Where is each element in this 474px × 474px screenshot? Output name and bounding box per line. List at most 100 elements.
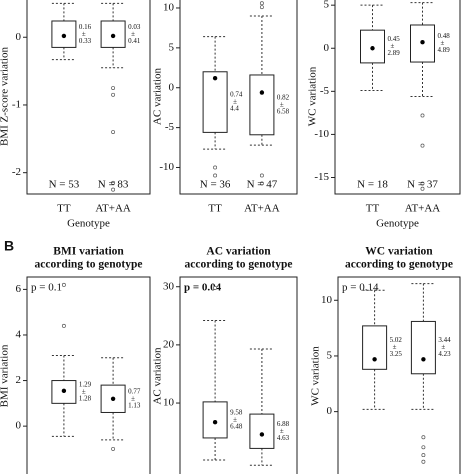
y-tick-label: -10 (159, 161, 174, 173)
y-tick-label: 0 (16, 420, 22, 432)
separator: ± (233, 416, 237, 424)
box (249, 413, 275, 449)
box (202, 71, 228, 133)
outlier (421, 445, 426, 450)
mean-dot (61, 33, 67, 39)
y-tick-label: 5 (169, 41, 175, 53)
plot-frame (26, 276, 151, 474)
y-tick-label: 4 (16, 329, 22, 341)
y-tick-label: -5 (320, 85, 330, 97)
outlier (111, 92, 116, 97)
y-tick-label: 0 (169, 81, 175, 93)
y-tick-label: 5 (324, 0, 330, 11)
separator: ± (441, 39, 445, 47)
mean-dot (259, 432, 265, 437)
n-label: N = 83 (98, 179, 129, 191)
outlier (420, 186, 425, 191)
y-tick-label: 2 (16, 374, 22, 386)
y-tick-label: 10 (163, 2, 175, 14)
outlier (213, 165, 218, 170)
outlier (111, 187, 116, 192)
outlier (111, 130, 116, 135)
mean-label: 0.03 (128, 23, 141, 31)
sd-label: 1.28 (79, 395, 92, 403)
outlier (421, 459, 426, 464)
mean-dot (212, 75, 218, 81)
mean-dot (420, 40, 425, 45)
outlier (421, 435, 426, 440)
sd-label: 4.23 (438, 350, 451, 358)
mean-label: 9.58 (230, 409, 243, 417)
plot-frame (337, 276, 461, 474)
y-tick-label: 30 (163, 280, 175, 292)
box (202, 401, 228, 439)
chart-title: according to genotype (185, 259, 293, 271)
outlier (111, 86, 116, 90)
mean-dot (421, 357, 426, 362)
sd-label: 1.13 (128, 401, 141, 409)
outlier (420, 143, 425, 148)
separator: ± (280, 427, 284, 435)
y-axis-label: AC variation (152, 347, 164, 405)
separator: ± (82, 30, 86, 38)
mean-dot (372, 357, 377, 362)
y-tick-label: -15 (314, 171, 329, 183)
n-label: N = 36 (200, 179, 231, 191)
y-tick-label: 0 (16, 31, 22, 43)
y-tick-label: -2 (12, 166, 21, 178)
separator: ± (441, 343, 445, 351)
n-label: N = 53 (49, 179, 80, 191)
x-tick-label: AT+AA (405, 203, 441, 215)
y-tick-label: 10 (163, 397, 175, 409)
mean-dot (370, 46, 375, 51)
box (51, 20, 77, 48)
sd-label: 0.33 (79, 37, 92, 45)
n-label: N = 47 (247, 179, 278, 191)
y-axis-label: WC variation (310, 346, 322, 406)
mean-dot (110, 33, 116, 39)
chart-title: WC variation (365, 246, 433, 258)
box (410, 320, 436, 375)
mean-label: 5.02 (390, 336, 403, 344)
outlier (61, 282, 66, 287)
plot-frame (26, 0, 151, 195)
mean-label: 1.29 (79, 381, 92, 389)
box (249, 74, 275, 136)
plot-frame (179, 0, 298, 195)
chart-title: according to genotype (35, 259, 143, 271)
outlier (213, 285, 218, 290)
y-axis-label: BMI Z-score variation (0, 47, 11, 146)
mean-dot (110, 396, 116, 401)
sd-label: 6.48 (230, 423, 243, 431)
panel-label: B (4, 238, 14, 254)
y-tick-label: 20 (163, 338, 175, 350)
separator: ± (131, 30, 135, 38)
chart-title: AC variation (206, 246, 271, 258)
mean-label: 0.48 (438, 32, 451, 40)
y-tick-label: 5 (327, 349, 333, 361)
x-tick-label: TT (366, 203, 380, 215)
y-tick-label: 10 (321, 294, 333, 306)
separator: ± (233, 98, 237, 106)
outlier (111, 180, 116, 185)
outlier (420, 181, 425, 186)
sd-label: 3.25 (390, 350, 403, 358)
y-tick-label: 0 (327, 405, 333, 417)
separator: ± (393, 343, 397, 351)
p-value: p = 0.04 (184, 282, 222, 294)
outlier (259, 1, 264, 6)
outlier (61, 323, 66, 328)
sd-label: 4.63 (277, 434, 290, 442)
plot-frame (334, 0, 461, 195)
separator: ± (82, 388, 86, 396)
sd-label: 4.89 (438, 46, 451, 54)
sd-label: 6.58 (277, 107, 290, 115)
mean-label: 0.45 (388, 35, 401, 43)
y-axis-label: WC variation (307, 66, 319, 126)
mean-dot (61, 388, 67, 394)
x-tick-label: AT+AA (244, 203, 280, 215)
mean-label: 0.74 (230, 91, 243, 99)
mean-label: 0.82 (277, 93, 290, 101)
y-tick-label: -5 (165, 121, 175, 133)
